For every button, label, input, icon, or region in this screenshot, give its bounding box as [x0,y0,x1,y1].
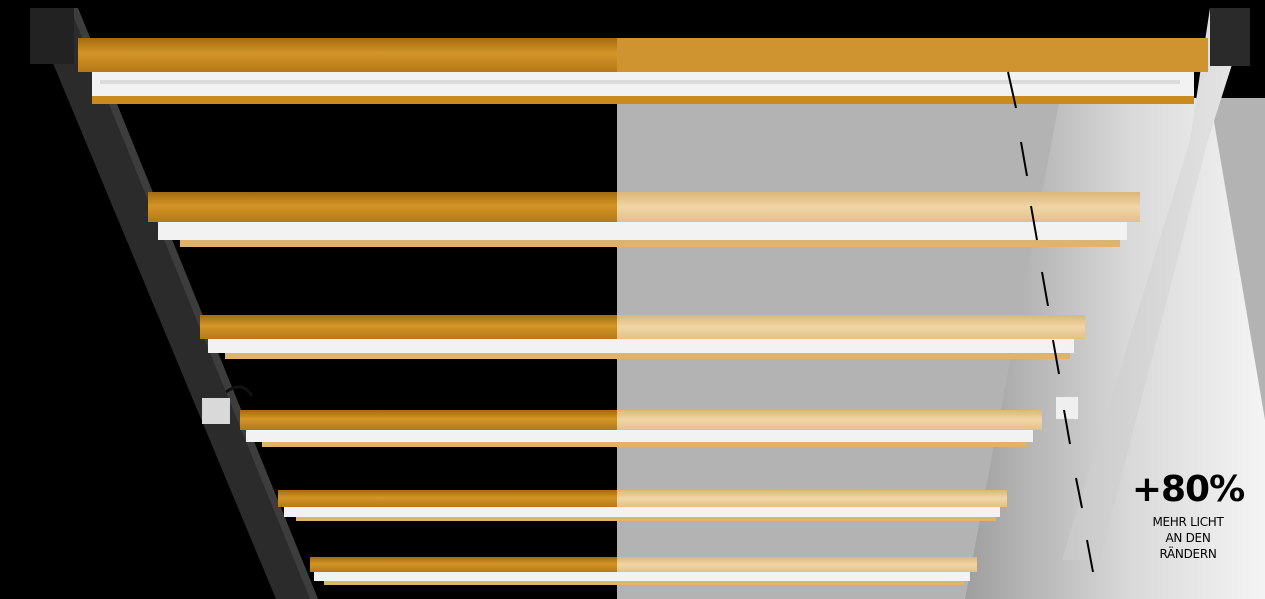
light-bar-6 [310,557,977,585]
caption-line-2: AN DEN [1165,531,1211,545]
caption-line-3: RÄNDERN [1159,547,1217,561]
light-bar-1 [78,38,1208,104]
light-gain-callout: +80% MEHR LICHT AN DEN RÄNDERN [1118,470,1258,562]
callout-caption: MEHR LICHT AN DEN RÄNDERN [1118,514,1258,562]
left-frame-rail-edge [70,8,318,599]
light-bar-2 [148,192,1140,247]
light-bar-3 [200,315,1085,359]
percentage-label: +80% [1131,469,1245,510]
dashed-boundary-line [1007,71,1094,573]
left-frame-rail [30,8,318,599]
driver-box [202,385,254,424]
right-connector [1056,397,1078,419]
right-frame-rail [1062,8,1250,560]
left-end-cap [30,8,74,64]
caption-line-1: MEHR LICHT [1152,515,1224,529]
right-end-cap [1210,8,1250,66]
light-bar-5 [278,490,1007,521]
light-bar-4 [240,410,1042,447]
